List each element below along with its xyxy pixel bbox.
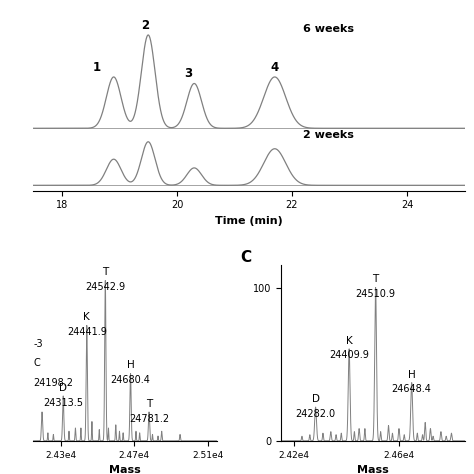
Text: 4: 4 — [271, 61, 279, 74]
Text: 3: 3 — [184, 67, 192, 81]
Text: C: C — [33, 358, 40, 368]
Text: H: H — [127, 360, 135, 370]
Text: K: K — [83, 312, 90, 322]
Text: 24781.2: 24781.2 — [129, 414, 169, 424]
Text: 2: 2 — [141, 19, 149, 32]
X-axis label: Mass: Mass — [357, 465, 389, 474]
Text: 24313.5: 24313.5 — [43, 398, 83, 408]
Text: 24409.9: 24409.9 — [329, 350, 369, 360]
Text: 24542.9: 24542.9 — [85, 282, 125, 292]
Text: 24282.0: 24282.0 — [295, 409, 336, 419]
Text: 1: 1 — [92, 61, 100, 74]
Text: 2 weeks: 2 weeks — [303, 129, 355, 140]
Text: 24441.9: 24441.9 — [67, 327, 107, 337]
X-axis label: Mass: Mass — [109, 465, 141, 474]
Text: 6 weeks: 6 weeks — [303, 24, 355, 34]
Text: T: T — [102, 267, 109, 277]
Text: 24198.2: 24198.2 — [33, 378, 73, 388]
Text: C: C — [241, 250, 252, 265]
Text: D: D — [59, 383, 67, 393]
X-axis label: Time (min): Time (min) — [215, 216, 283, 226]
Text: K: K — [346, 336, 353, 346]
Text: -3: -3 — [33, 339, 43, 349]
Text: D: D — [311, 394, 319, 404]
Text: T: T — [373, 274, 379, 284]
Text: 24510.9: 24510.9 — [356, 289, 396, 299]
Text: 24648.4: 24648.4 — [392, 384, 432, 394]
Text: H: H — [408, 370, 416, 380]
Text: 24680.4: 24680.4 — [110, 375, 150, 385]
Text: T: T — [146, 399, 152, 409]
